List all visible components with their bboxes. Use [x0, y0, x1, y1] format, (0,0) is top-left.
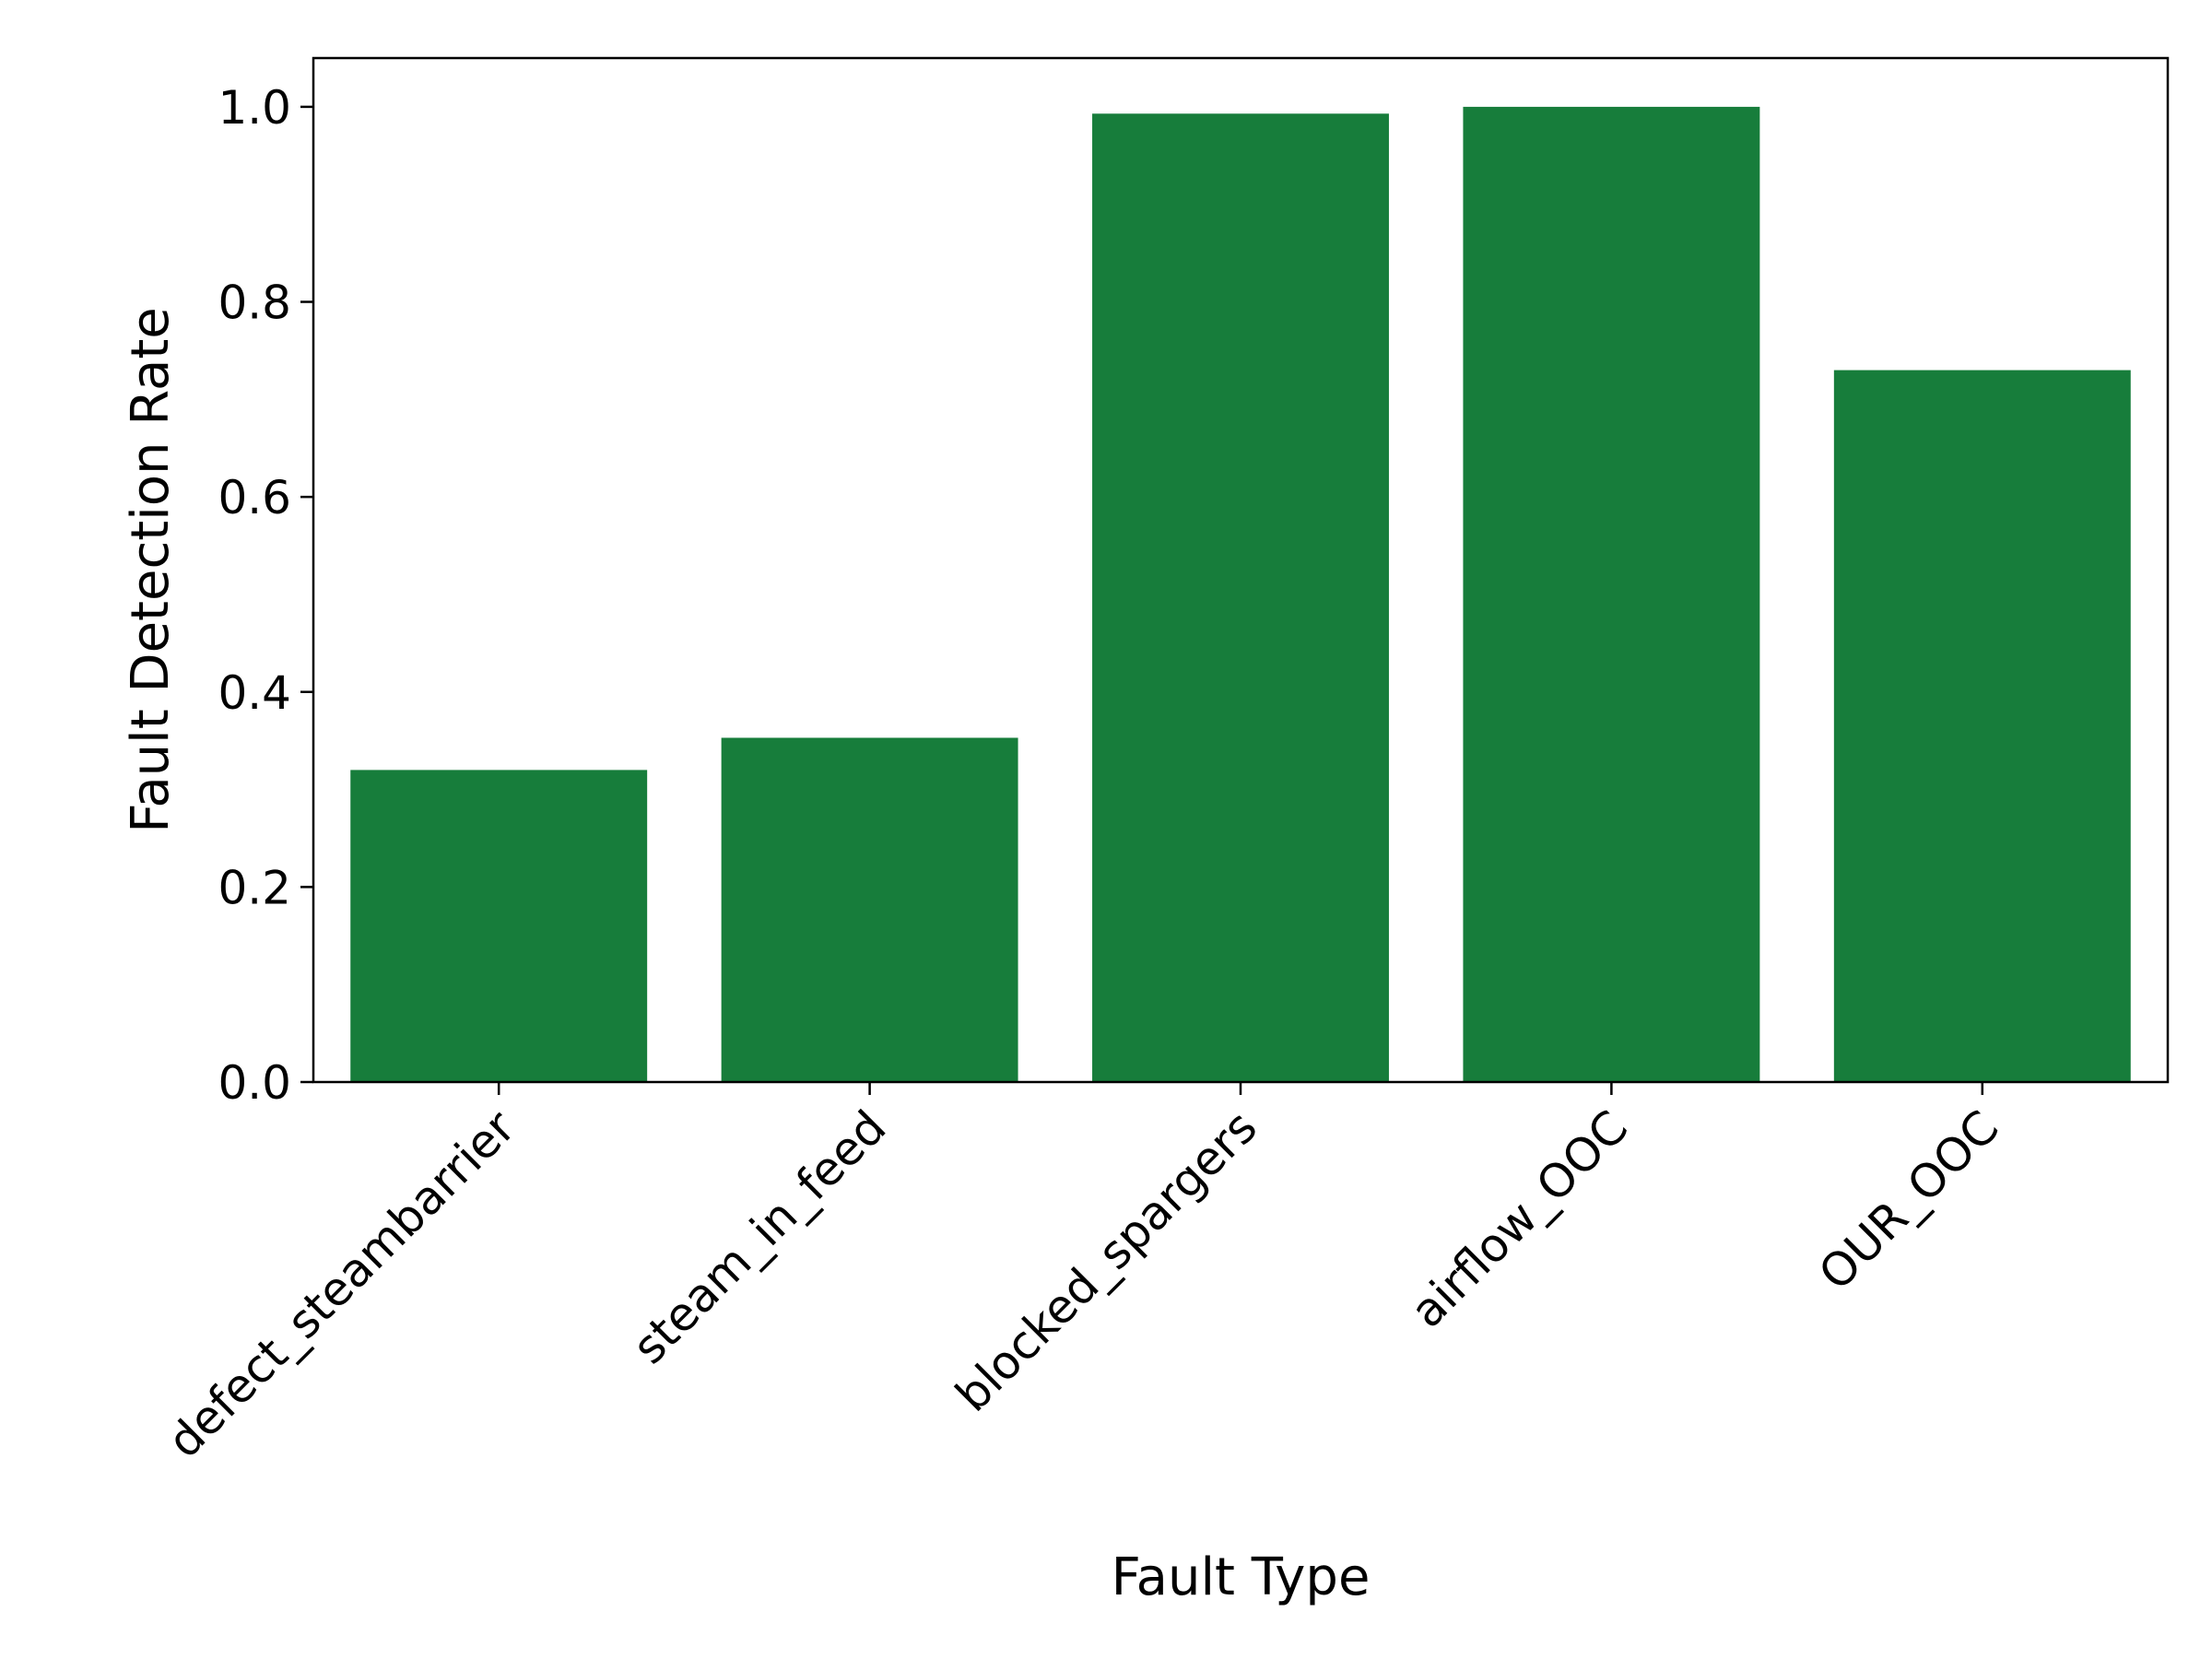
x-axis-ticks: defect_steambarrier steam_in_feed blocked_… — [158, 1082, 2009, 1468]
bar-airflow_OOC — [1463, 106, 1760, 1082]
y-tick-label: 0.4 — [218, 666, 291, 720]
y-axis-title: Fault Detection Rate — [121, 307, 181, 832]
x-tick-label: steam_in_feed — [622, 1100, 896, 1374]
y-tick-label: 0.2 — [218, 861, 291, 914]
y-axis-ticks: 0.0 0.2 0.4 0.6 0.8 1.0 — [218, 81, 313, 1110]
x-tick-label: defect_steambarrier — [158, 1100, 526, 1469]
x-tick-label: airflow_OOC — [1400, 1100, 1638, 1338]
bars-group — [350, 106, 2131, 1083]
bar-blocked_spargers — [1092, 113, 1389, 1083]
x-axis-title: Fault Type — [1112, 1547, 1371, 1607]
y-tick-label: 0.6 — [218, 471, 291, 524]
y-tick-label: 0.8 — [218, 276, 291, 330]
bar-steam_in_feed — [721, 737, 1018, 1082]
x-tick-label: OUR_OOC — [1808, 1100, 2008, 1300]
x-tick-label: blocked_spargers — [946, 1100, 1267, 1422]
bar-OUR_OOC — [1833, 370, 2131, 1083]
y-tick-label: 0.0 — [218, 1056, 291, 1110]
y-tick-label: 1.0 — [218, 81, 291, 135]
bar-defect_steambarrier — [350, 770, 648, 1082]
